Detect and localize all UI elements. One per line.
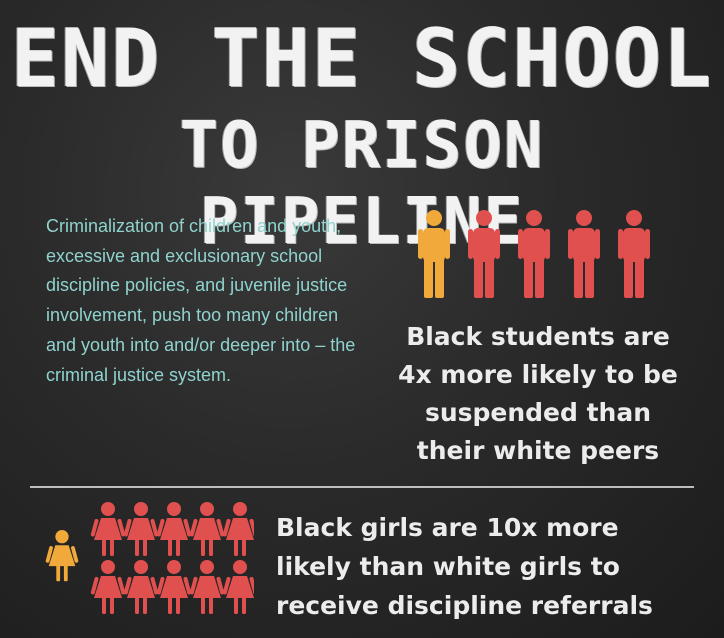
stat-suspension-line-2: 4x more likely to be [398,360,678,389]
person-icon [568,210,600,298]
girl-icon [90,560,126,614]
men-icon-row [418,210,650,298]
stat-suspension-line-4: their white peers [416,436,660,465]
title-line-2: TO PRISON PIPELINE [179,109,545,259]
girl-icon [189,560,225,614]
stat-referrals-line-1: Black girls are 10x more [276,513,619,542]
girl-icon [123,502,159,556]
stat-suspension-line-1: Black students are [406,322,670,351]
title-line-1: END THE SCHOOL [10,12,714,105]
girl-icon [156,560,192,614]
divider [30,486,694,488]
girl-icon [222,560,254,614]
stat-referrals: Black girls are 10x more likely than whi… [276,508,706,625]
girl-icon [156,502,192,556]
stat-suspension-line-3: suspended than [424,398,652,427]
stat-referrals-line-3: receive discipline referrals [276,591,653,620]
stat-referrals-line-2: likely than white girls to [276,552,620,581]
girl-icon [45,530,79,582]
stat-suspension: Black students are 4x more likely to be … [378,318,698,470]
body-text: Criminalization of children and youth, e… [46,216,356,385]
girl-icon [222,502,254,556]
girl-icon [123,560,159,614]
girls-icon-grid [45,502,254,614]
person-icon [618,210,650,298]
person-icon [468,210,500,298]
girl-icon [189,502,225,556]
person-icon [518,210,550,298]
girl-icon [90,502,126,556]
person-icon [418,210,450,298]
